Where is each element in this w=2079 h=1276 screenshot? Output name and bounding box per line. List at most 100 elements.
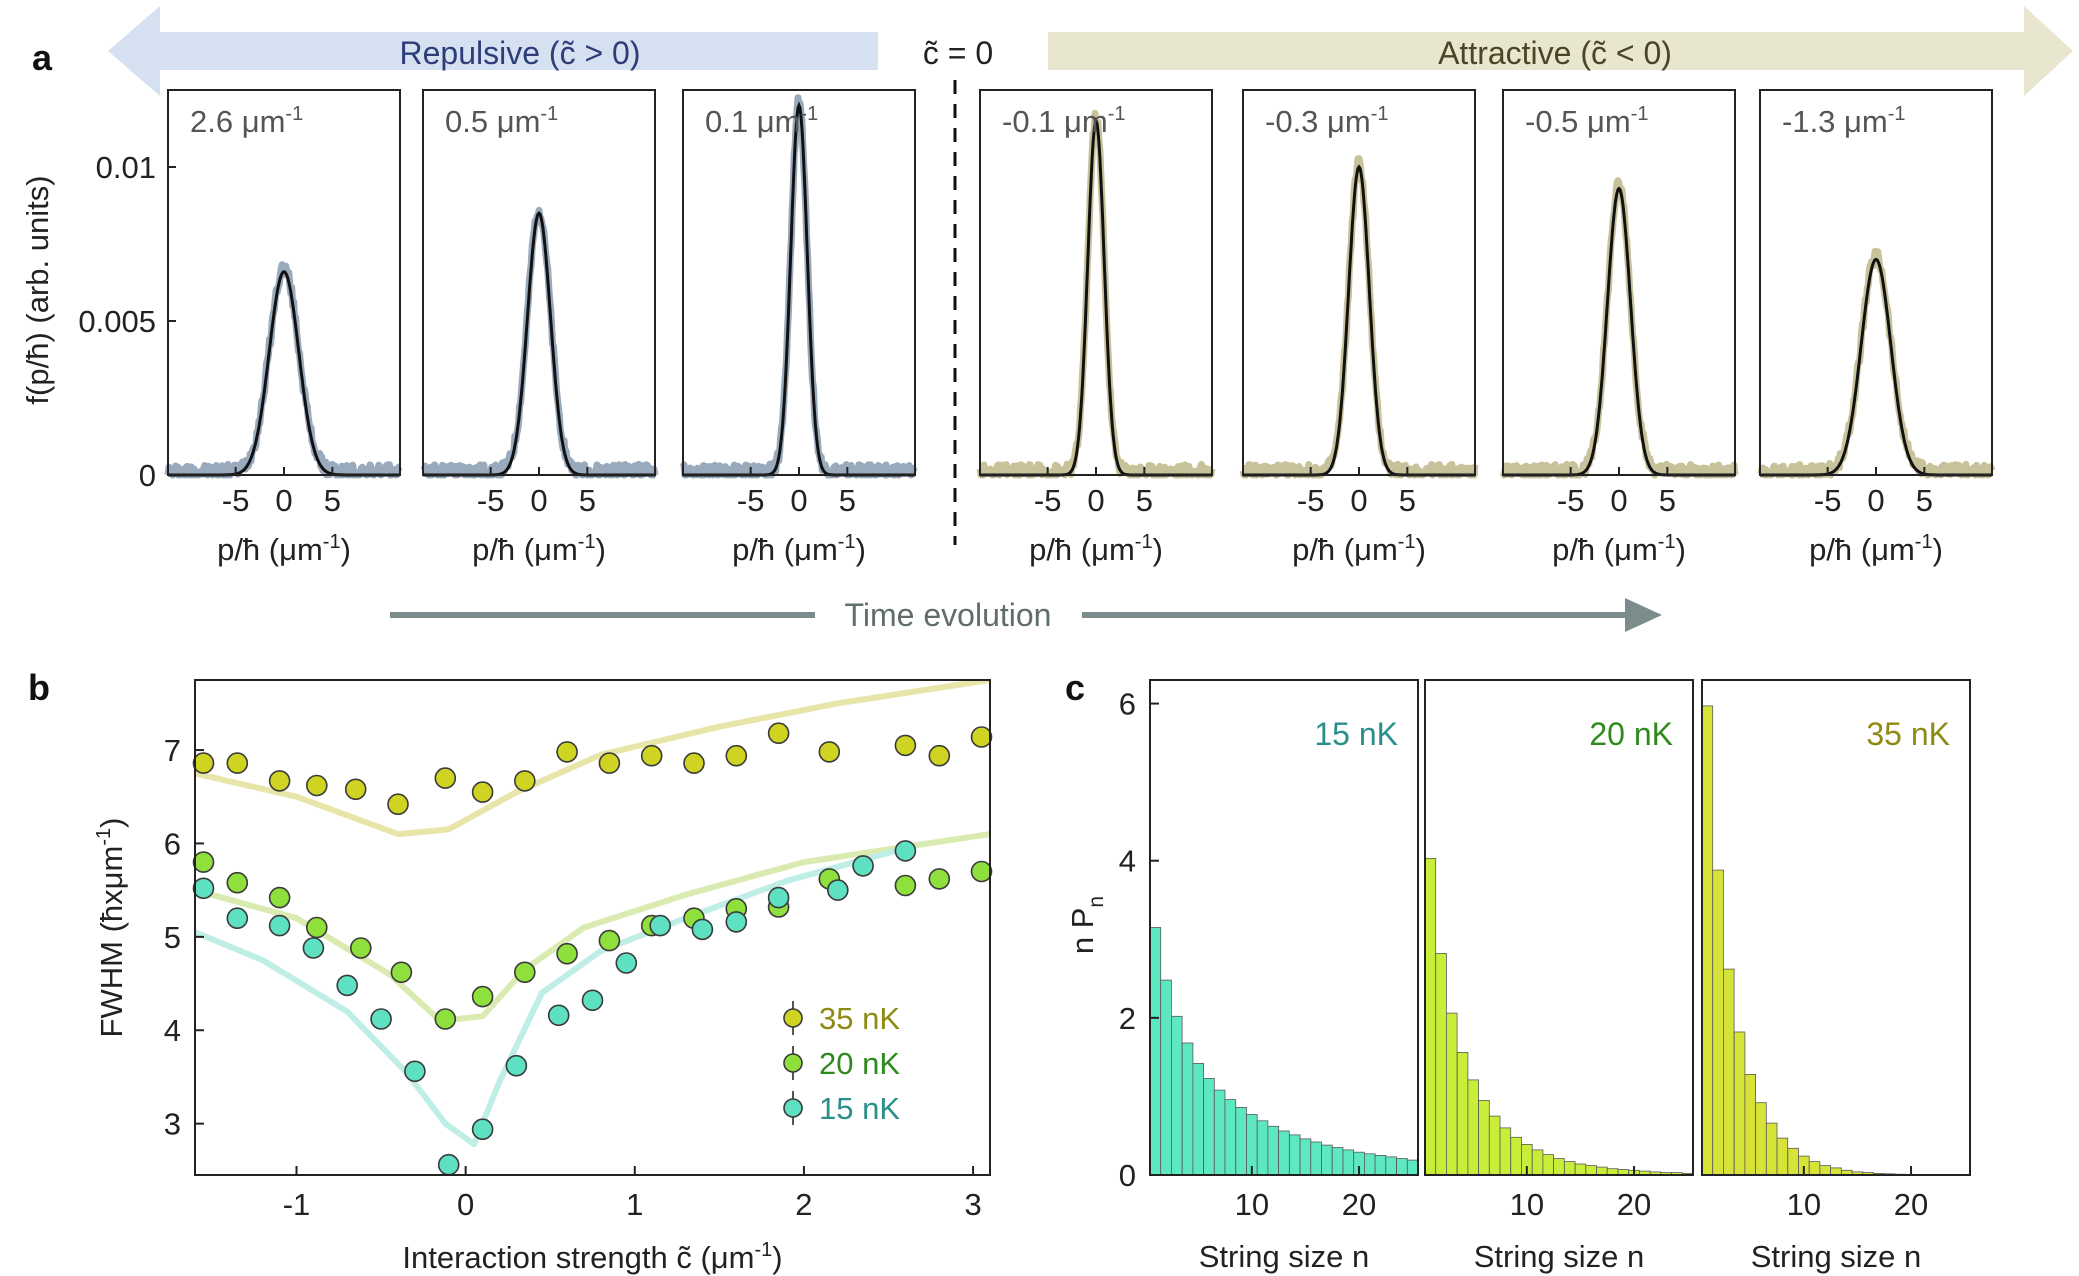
c-bar bbox=[1299, 1138, 1312, 1176]
c-bar bbox=[1755, 1102, 1767, 1176]
b-data-point bbox=[471, 1118, 494, 1140]
c-xtick-label: 10 bbox=[1235, 1187, 1269, 1222]
c-bar bbox=[1808, 1161, 1821, 1176]
b-xtick-label: 1 bbox=[626, 1187, 643, 1222]
repulsive-label: Repulsive (c̃ > 0) bbox=[400, 35, 641, 71]
b-data-point bbox=[767, 722, 790, 745]
c-bar bbox=[1149, 927, 1162, 1176]
a-data-curve bbox=[976, 109, 1216, 479]
a-xlabel: p/ħ (μm-1) bbox=[1809, 531, 1943, 567]
a-xtick-label: -5 bbox=[1034, 483, 1062, 518]
b-data-point bbox=[192, 752, 215, 774]
a-xtick-label: 0 bbox=[1867, 483, 1884, 518]
b-data-point bbox=[344, 778, 367, 801]
c-bar bbox=[1213, 1089, 1226, 1176]
b-legend-label: 35 nK bbox=[819, 1001, 900, 1036]
b-data-point bbox=[226, 907, 249, 930]
b-data-point bbox=[268, 770, 291, 792]
b-data-point bbox=[370, 1008, 392, 1030]
b-data-point bbox=[434, 767, 457, 789]
a-fit-curve bbox=[423, 211, 655, 477]
b-data-point bbox=[640, 744, 663, 767]
b-data-point bbox=[268, 886, 291, 909]
b-legend-label: 15 nK bbox=[819, 1091, 900, 1126]
c-bar bbox=[1289, 1134, 1301, 1176]
c-bar bbox=[1364, 1153, 1376, 1176]
b-xtick-label: 3 bbox=[964, 1187, 981, 1222]
a-subplot-frame bbox=[422, 89, 656, 476]
c-bar bbox=[1553, 1158, 1565, 1176]
b-data-point bbox=[349, 937, 372, 959]
b-ytick-label: 6 bbox=[164, 826, 181, 861]
c-bar bbox=[1585, 1165, 1597, 1176]
b-data-point bbox=[725, 744, 748, 767]
attractive-label: Attractive (c̃ < 0) bbox=[1438, 35, 1672, 71]
b-data-point bbox=[434, 1008, 457, 1030]
a-xtick-label: -5 bbox=[737, 483, 765, 518]
b-data-point bbox=[390, 961, 413, 984]
b-data-point bbox=[598, 752, 621, 774]
c-bar bbox=[1776, 1137, 1789, 1176]
c-subplot-label: 35 nK bbox=[1866, 716, 1950, 752]
a-xtick-label: 5 bbox=[1136, 483, 1153, 518]
c-bar bbox=[1160, 979, 1172, 1176]
c-bar bbox=[1424, 858, 1437, 1176]
c-bar bbox=[1712, 869, 1724, 1176]
c-bar bbox=[1278, 1130, 1290, 1176]
a-xlabel: p/ħ (μm-1) bbox=[1552, 531, 1686, 567]
a-xtick-label: 5 bbox=[1916, 483, 1933, 518]
b-data-point bbox=[192, 877, 215, 900]
c-bar bbox=[1819, 1165, 1832, 1176]
a-fit-curve bbox=[980, 116, 1212, 477]
c-bar bbox=[1435, 953, 1447, 1176]
a-xlabel: p/ħ (μm-1) bbox=[217, 531, 351, 567]
attractive-band-arrow bbox=[1048, 6, 2073, 96]
b-data-point bbox=[556, 741, 578, 763]
a-fit-curve bbox=[683, 101, 915, 477]
repulsive-band-arrow bbox=[108, 6, 878, 96]
b-data-point bbox=[894, 840, 917, 862]
b-data-point bbox=[649, 914, 672, 937]
b-data-point bbox=[970, 726, 993, 748]
c-xtick-label: 10 bbox=[1787, 1187, 1821, 1222]
c-ytick-label: 4 bbox=[1119, 844, 1136, 879]
c-bar bbox=[1744, 1074, 1757, 1176]
c-bar bbox=[1406, 1159, 1419, 1176]
c-bar bbox=[1396, 1158, 1408, 1176]
c-bar bbox=[1830, 1167, 1842, 1176]
b-data-point bbox=[471, 985, 494, 1008]
b-data-point bbox=[928, 868, 951, 890]
panel-label-c: c bbox=[1065, 667, 1085, 708]
b-model-line bbox=[195, 831, 990, 1024]
b-model-line bbox=[195, 680, 990, 838]
c-xlabel: String size n bbox=[1474, 1239, 1645, 1274]
b-ytick-label: 5 bbox=[164, 920, 181, 955]
b-data-point bbox=[818, 741, 841, 763]
a-xtick-label: -5 bbox=[222, 483, 250, 518]
b-data-point bbox=[513, 770, 536, 792]
b-data-point bbox=[437, 1153, 460, 1176]
c-bar bbox=[1478, 1100, 1490, 1176]
a-subplot-label: 0.1 μm-1 bbox=[705, 103, 818, 139]
b-data-point bbox=[226, 871, 249, 894]
c-bar bbox=[1510, 1136, 1522, 1176]
b-legend-label: 20 nK bbox=[819, 1046, 900, 1081]
c-bar bbox=[1701, 705, 1714, 1176]
c-bar bbox=[1267, 1125, 1280, 1176]
c-subplot-label: 20 nK bbox=[1589, 716, 1673, 752]
b-data-point bbox=[505, 1054, 528, 1077]
c-subplot-frame bbox=[1701, 679, 1971, 1176]
b-data-point bbox=[767, 886, 790, 909]
a-subplot-label: 0.5 μm-1 bbox=[445, 103, 558, 139]
time-evolution-label: Time evolution bbox=[845, 597, 1052, 633]
b-data-point bbox=[305, 774, 328, 797]
c-bar bbox=[1787, 1147, 1799, 1176]
b-data-point bbox=[894, 734, 917, 757]
a-data-curve bbox=[1757, 247, 1996, 479]
a-ytick-label: 0.005 bbox=[78, 304, 156, 339]
c-bar bbox=[1331, 1147, 1344, 1176]
c-subplot-frame bbox=[1424, 679, 1694, 1176]
a-xtick-label: -5 bbox=[1814, 483, 1842, 518]
a-xtick-label: -5 bbox=[477, 483, 505, 518]
a-subplot-label: -1.3 μm-1 bbox=[1782, 103, 1906, 139]
